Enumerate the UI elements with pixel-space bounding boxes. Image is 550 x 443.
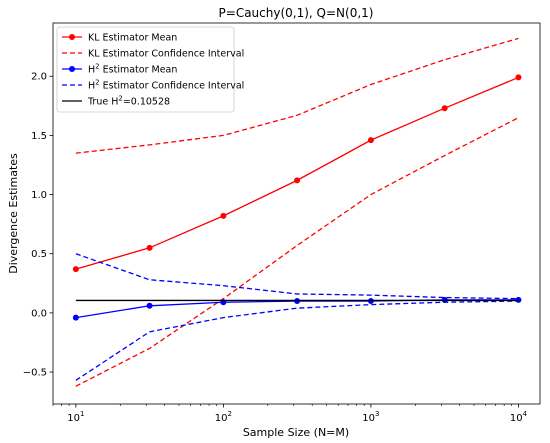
y-axis-ticks: −0.5 0.0 0.5 1.0 1.5 2.0: [23, 72, 53, 379]
series-line-5: [75, 300, 519, 381]
legend-label: H2 Estimator Mean: [88, 63, 177, 76]
series-point: [146, 302, 153, 309]
legend-label: H2 Estimator Confidence Interval: [88, 79, 244, 92]
y-tick-label: 0.5: [31, 249, 47, 260]
legend-entry: H2 Estimator Mean: [62, 63, 177, 76]
series-line-1: [75, 37, 519, 154]
legend: KL Estimator Mean KL Estimator Confidence…: [56, 26, 244, 113]
legend-marker: [69, 34, 75, 40]
legend-marker: [69, 66, 75, 72]
series-line-4: [75, 253, 519, 300]
legend-label: True H2=0.10528: [87, 95, 170, 108]
legend-label: KL Estimator Confidence Interval: [88, 49, 244, 60]
y-tick-label: 2.0: [31, 72, 47, 83]
y-axis-label: Divergence Estimates: [7, 153, 20, 274]
y-tick-label: 0.0: [31, 308, 47, 319]
x-tick-label: 104: [510, 410, 528, 424]
series-point: [441, 105, 448, 112]
series-point: [220, 212, 227, 219]
legend-entry: True H2=0.10528: [62, 95, 170, 108]
x-tick-label: 101: [67, 410, 84, 424]
series-line-2: [75, 117, 519, 387]
series-point: [146, 244, 153, 251]
plot-frame: [52, 22, 541, 405]
legend-entry: KL Estimator Confidence Interval: [62, 49, 244, 60]
series-point: [72, 314, 79, 321]
series-point: [367, 137, 374, 144]
legend-entry: KL Estimator Mean: [62, 33, 177, 44]
x-tick-label: 102: [215, 410, 232, 424]
series-point: [515, 74, 522, 81]
x-axis-ticks: 101 102 103 104: [52, 404, 528, 424]
legend-entry: H2 Estimator Confidence Interval: [62, 79, 244, 92]
legend-label: KL Estimator Mean: [88, 33, 177, 44]
series-point: [72, 266, 79, 273]
x-axis-label: Sample Size (N=M): [243, 426, 349, 439]
chart-title: P=Cauchy(0,1), Q=N(0,1): [219, 6, 374, 20]
legend-box: [56, 26, 235, 113]
x-tick-label: 103: [362, 410, 379, 424]
y-tick-label: 1.5: [31, 131, 47, 142]
y-tick-label: −0.5: [23, 368, 47, 379]
plot-area: [72, 37, 522, 387]
series-point: [294, 177, 301, 184]
y-tick-label: 1.0: [31, 190, 47, 201]
